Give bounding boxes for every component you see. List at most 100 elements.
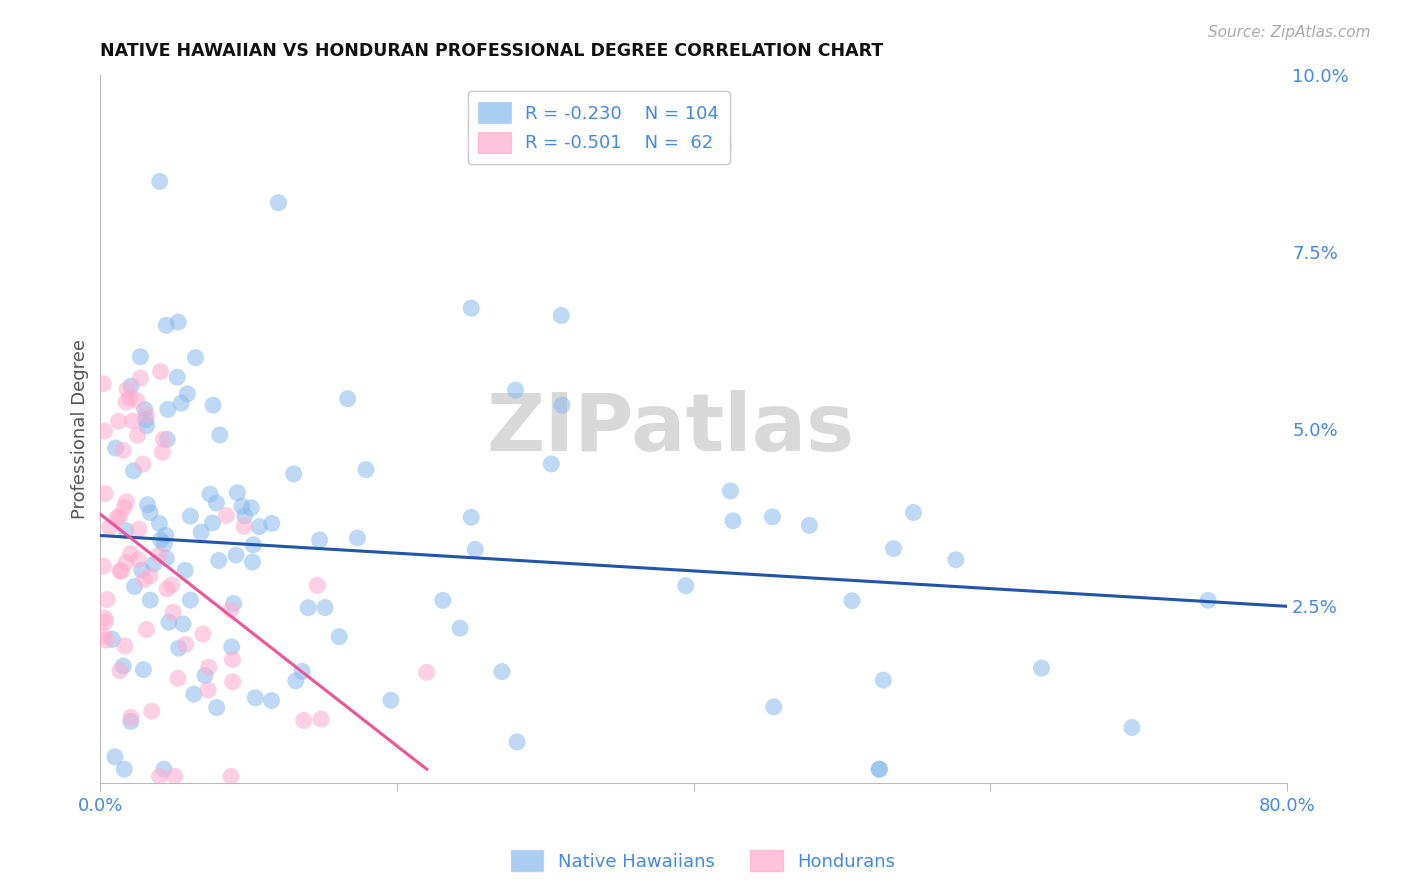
Point <box>149 533 172 547</box>
Point <box>221 652 243 666</box>
Point <box>135 413 157 427</box>
Point <box>114 639 136 653</box>
Point <box>134 573 156 587</box>
Point <box>205 496 228 510</box>
Point <box>460 301 482 316</box>
Point <box>841 593 863 607</box>
Point <box>163 769 186 783</box>
Point <box>124 579 146 593</box>
Point <box>460 510 482 524</box>
Point <box>179 593 201 607</box>
Point <box>153 762 176 776</box>
Point <box>104 749 127 764</box>
Text: ZIPatlas: ZIPatlas <box>486 391 855 468</box>
Point <box>108 664 131 678</box>
Point <box>506 735 529 749</box>
Point <box>491 665 513 679</box>
Point <box>346 531 368 545</box>
Point <box>122 464 145 478</box>
Point <box>139 506 162 520</box>
Point <box>945 553 967 567</box>
Point <box>354 462 377 476</box>
Point <box>162 605 184 619</box>
Point <box>221 674 243 689</box>
Point <box>205 700 228 714</box>
Point <box>903 506 925 520</box>
Point <box>127 428 149 442</box>
Point <box>98 520 121 534</box>
Point <box>167 671 190 685</box>
Point <box>762 699 785 714</box>
Text: Source: ZipAtlas.com: Source: ZipAtlas.com <box>1208 25 1371 40</box>
Point <box>148 548 170 562</box>
Point <box>155 318 177 333</box>
Point <box>120 546 142 560</box>
Point <box>260 693 283 707</box>
Point <box>112 762 135 776</box>
Point <box>91 376 114 391</box>
Point <box>868 762 890 776</box>
Point <box>94 615 117 629</box>
Y-axis label: Professional Degree: Professional Degree <box>72 339 89 519</box>
Point <box>226 485 249 500</box>
Point <box>129 350 152 364</box>
Point <box>221 640 243 654</box>
Point <box>197 682 219 697</box>
Point <box>139 593 162 607</box>
Point <box>720 483 742 498</box>
Point <box>174 563 197 577</box>
Legend: Native Hawaiians, Hondurans: Native Hawaiians, Hondurans <box>503 843 903 879</box>
Point <box>150 445 173 459</box>
Point <box>125 393 148 408</box>
Point <box>176 387 198 401</box>
Point <box>309 712 332 726</box>
Point <box>416 665 439 680</box>
Point <box>328 630 350 644</box>
Point <box>115 556 138 570</box>
Point <box>141 704 163 718</box>
Point <box>127 552 149 566</box>
Point <box>201 516 224 530</box>
Point <box>1197 593 1219 607</box>
Point <box>283 467 305 481</box>
Point <box>314 600 336 615</box>
Point <box>201 398 224 412</box>
Point <box>148 516 170 531</box>
Point <box>105 511 128 525</box>
Point <box>110 564 132 578</box>
Point <box>153 537 176 551</box>
Legend: R = -0.230    N = 104, R = -0.501    N =  62: R = -0.230 N = 104, R = -0.501 N = 62 <box>468 91 730 164</box>
Point <box>149 174 172 188</box>
Point <box>108 564 131 578</box>
Point <box>336 392 359 406</box>
Point <box>242 555 264 569</box>
Point <box>761 509 783 524</box>
Point <box>1121 721 1143 735</box>
Point <box>307 578 329 592</box>
Point <box>219 603 242 617</box>
Point <box>260 516 283 531</box>
Point <box>872 673 894 687</box>
Point <box>297 600 319 615</box>
Point <box>152 432 174 446</box>
Point <box>291 665 314 679</box>
Point <box>115 524 138 538</box>
Point <box>148 769 170 783</box>
Point <box>233 508 256 523</box>
Point <box>156 433 179 447</box>
Point <box>134 402 156 417</box>
Point <box>135 623 157 637</box>
Point <box>174 637 197 651</box>
Point <box>540 457 562 471</box>
Point <box>233 519 256 533</box>
Point <box>167 315 190 329</box>
Point <box>219 769 242 783</box>
Point <box>120 379 142 393</box>
Point <box>93 424 115 438</box>
Point <box>112 443 135 458</box>
Point <box>135 408 157 422</box>
Point <box>132 663 155 677</box>
Point <box>104 441 127 455</box>
Point <box>713 139 735 153</box>
Point <box>184 351 207 365</box>
